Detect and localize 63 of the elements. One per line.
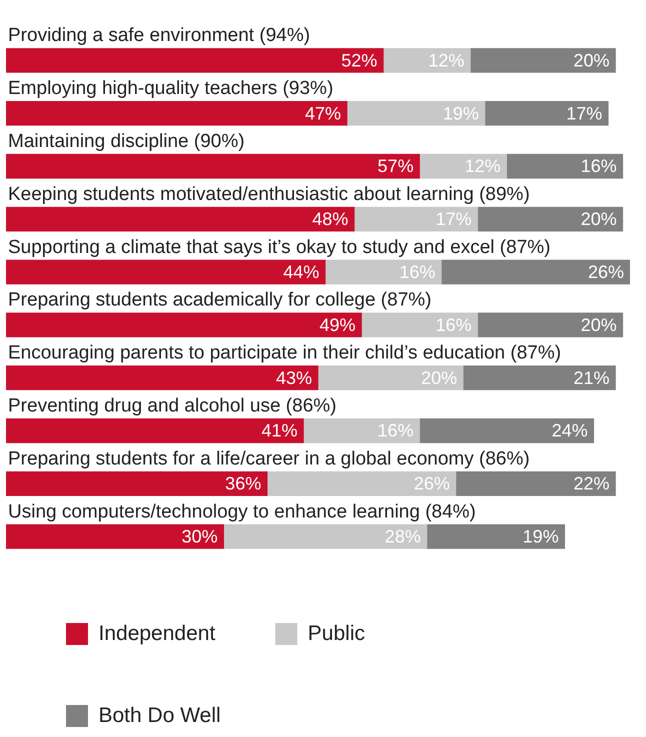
bar: [6, 471, 268, 496]
bar: [419, 154, 507, 179]
data-label: 43%: [276, 368, 312, 388]
y-tick-label: Maintaining discipline (90%): [8, 130, 245, 152]
data-label: 48%: [312, 209, 348, 230]
data-label: 44%: [283, 262, 320, 282]
bar: [6, 260, 326, 284]
bar: [6, 418, 304, 444]
data-label: 36%: [225, 474, 262, 494]
bar: [484, 101, 609, 126]
bar: [382, 48, 471, 73]
bar: [324, 260, 442, 284]
y-tick-label: Keeping students motivated/enthusiastic about learning (89%): [8, 184, 530, 205]
data-label: 20%: [573, 50, 610, 70]
bar: [470, 48, 616, 73]
bar: [6, 48, 384, 73]
bar: [318, 366, 464, 390]
legend-label: Independent: [98, 622, 216, 645]
data-label: 16%: [580, 156, 617, 176]
bar: [223, 524, 428, 549]
data-label: 20%: [580, 314, 617, 335]
bar: [6, 524, 224, 549]
y-tick-label: Employing high-quality teachers (93%): [8, 78, 334, 100]
bar: [6, 101, 348, 126]
data-label: 19%: [522, 526, 559, 547]
data-label: 30%: [182, 526, 218, 547]
data-label: 41%: [261, 420, 298, 441]
y-tick-label: Preparing students for a life/career in a global economy (86%): [8, 448, 530, 470]
data-label: 52%: [341, 50, 378, 70]
bar: [303, 418, 420, 444]
bar: [6, 312, 362, 338]
data-label: 26%: [588, 262, 624, 282]
bar: [441, 260, 630, 284]
bar: [346, 101, 486, 126]
bar: [6, 206, 355, 232]
y-tick-label: Encouraging parents to participate in their child’s education (87%): [8, 342, 562, 364]
data-label: 22%: [573, 474, 610, 494]
bar: [361, 312, 478, 338]
data-label: 20%: [580, 209, 617, 230]
bar: [266, 471, 456, 496]
bar: [6, 366, 318, 390]
bar: [456, 471, 616, 496]
data-label: 17%: [566, 103, 602, 124]
data-label: 24%: [552, 420, 588, 441]
bar: [426, 524, 566, 549]
y-tick-label: Preparing students academically for college (87%): [8, 290, 432, 311]
y-tick-label: Using computers/technology to enhance learning (84%): [8, 501, 476, 522]
bar: [462, 366, 616, 390]
data-label: 49%: [320, 314, 356, 335]
bar: [419, 418, 594, 444]
bar: [477, 206, 624, 232]
y-tick-label: Supporting a climate that says it’s okay to study and excel (87%): [8, 236, 550, 258]
legend-label: Public: [308, 622, 365, 645]
bar: [477, 312, 624, 338]
bar: [354, 206, 478, 232]
y-tick-label: Providing a safe environment (94%): [8, 25, 310, 46]
bar: [506, 154, 624, 179]
bar: [6, 154, 420, 179]
data-label: 47%: [304, 103, 342, 124]
data-label: 21%: [573, 368, 610, 388]
legend-label: Both Do Well: [98, 704, 221, 727]
y-tick-label: Preventing drug and alcohol use (86%): [8, 395, 336, 416]
data-label: 57%: [378, 156, 414, 176]
